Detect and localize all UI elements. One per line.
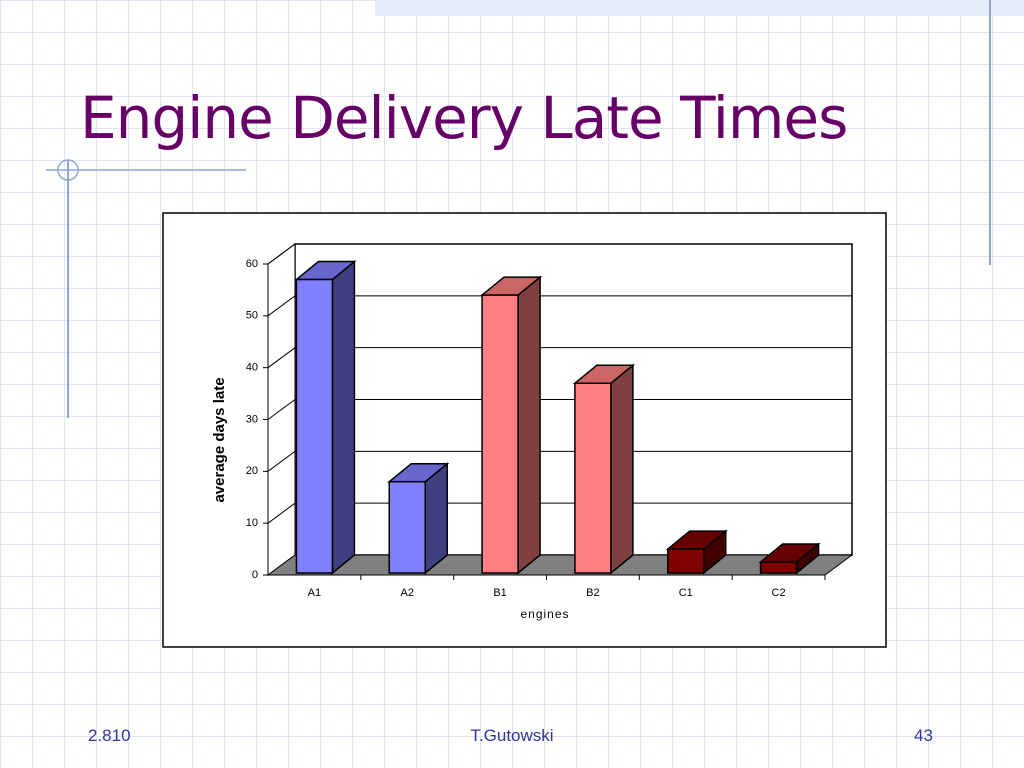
- slide-title: Engine Delivery Late Times: [80, 84, 848, 152]
- x-tick-label: A2: [401, 587, 414, 599]
- y-tick-label: 20: [246, 465, 258, 477]
- y-tick-label: 60: [246, 258, 258, 270]
- x-axis-title: engines: [520, 607, 569, 621]
- top-band: [375, 0, 1024, 16]
- grid-line: [267, 502, 852, 524]
- y-tick-label: 0: [252, 569, 258, 581]
- bar: [388, 480, 426, 574]
- deco-circle: [57, 159, 79, 181]
- x-tick-label: B2: [586, 587, 599, 599]
- bar-side: [517, 275, 541, 575]
- y-tick-label: 10: [246, 517, 258, 529]
- x-tick-label: C1: [679, 587, 693, 599]
- x-tick-label: C2: [772, 587, 786, 599]
- y-tick-label: 50: [246, 310, 258, 322]
- grid-line: [267, 295, 852, 317]
- grid-line: [267, 243, 852, 265]
- bar: [295, 278, 334, 574]
- grid-line: [267, 347, 852, 369]
- bar: [667, 548, 705, 574]
- bar-side: [331, 259, 356, 575]
- grid-line: [267, 399, 852, 420]
- bar-side: [424, 462, 448, 575]
- y-axis-title: average days late: [211, 377, 228, 502]
- bar: [574, 382, 612, 574]
- bar-side: [610, 363, 634, 575]
- footer-left: 2.810: [88, 726, 131, 745]
- footer-right: 43: [914, 726, 933, 745]
- y-tick-label: 40: [246, 362, 258, 374]
- bar: [759, 561, 798, 574]
- grid-line: [267, 450, 852, 472]
- footer-center: T.Gutowski: [470, 726, 554, 745]
- y-tick-label: 30: [246, 413, 258, 425]
- x-tick-label: B1: [493, 587, 506, 599]
- bar: [481, 294, 519, 574]
- x-tick-label: A1: [308, 587, 321, 599]
